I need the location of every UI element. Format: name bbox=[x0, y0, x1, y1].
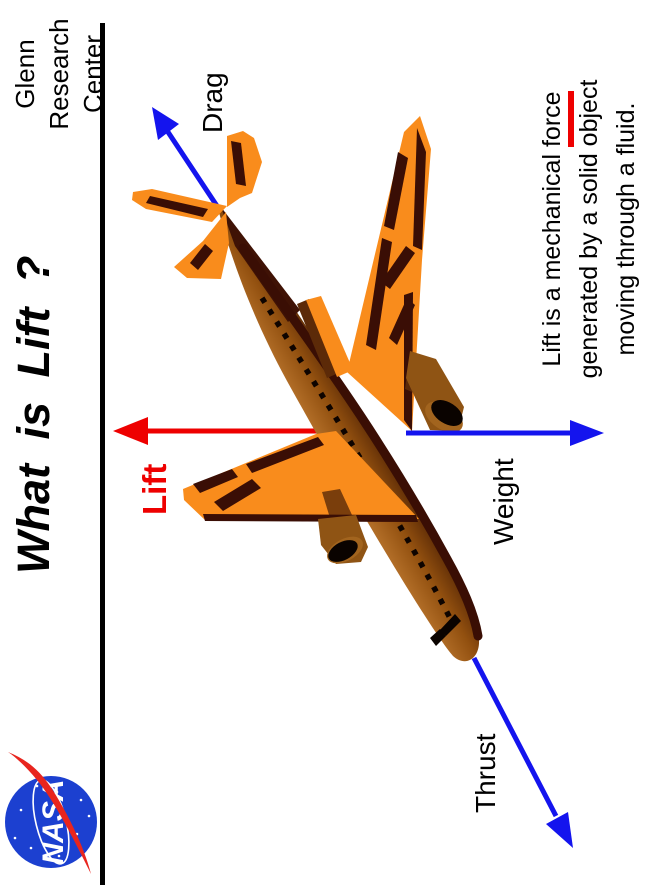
left-engine-inlet bbox=[328, 540, 358, 562]
nasa-logo: NASA bbox=[5, 752, 97, 874]
nasa-logo-stars bbox=[13, 784, 91, 858]
weight-arrow bbox=[406, 420, 604, 446]
drag-arrow bbox=[152, 107, 220, 208]
drag-arrow-line bbox=[163, 127, 220, 208]
tail-assembly bbox=[132, 131, 262, 279]
drag-arrowhead bbox=[152, 107, 179, 140]
left-wing-stripe-2 bbox=[246, 437, 324, 473]
vertical-fin-stripe bbox=[231, 141, 246, 186]
right-engine bbox=[405, 351, 464, 433]
nasa-logo-sphere bbox=[5, 776, 97, 868]
right-wing-stripe-1 bbox=[384, 152, 408, 230]
left-wing-stripe-1 bbox=[193, 469, 238, 493]
wing-root-fairing bbox=[306, 296, 353, 377]
lower-stabilizer bbox=[174, 212, 229, 279]
lower-stabilizer-stripe bbox=[190, 244, 213, 270]
divider-line bbox=[100, 23, 105, 885]
cockpit-windows bbox=[430, 614, 461, 646]
left-engine bbox=[318, 515, 368, 564]
left-wing-mark bbox=[214, 479, 261, 511]
left-wing bbox=[183, 431, 419, 522]
left-stabilizer-stripe bbox=[146, 196, 208, 217]
right-wing-stripe-2 bbox=[366, 238, 392, 350]
thrust-arrow-line bbox=[471, 656, 559, 818]
weight-arrowhead bbox=[570, 420, 604, 446]
right-wing-mark-b bbox=[389, 298, 415, 345]
lift-arrow bbox=[113, 417, 330, 445]
left-wing-trailing-stripe bbox=[203, 514, 418, 522]
fuselage bbox=[217, 204, 483, 662]
right-engine-inlet bbox=[431, 400, 463, 426]
right-wing-mark-a bbox=[381, 246, 415, 289]
thrust-arrowhead bbox=[546, 812, 573, 848]
cockpit-window-1 bbox=[440, 614, 461, 636]
fuselage-body bbox=[217, 204, 480, 662]
cockpit-window-2 bbox=[430, 629, 446, 646]
fuselage-belly-stripe bbox=[238, 243, 483, 641]
left-engine-pylon bbox=[322, 489, 352, 518]
right-wing-tip-stripe bbox=[413, 128, 426, 250]
lift-arrowhead bbox=[113, 417, 148, 445]
thrust-arrow bbox=[471, 656, 573, 848]
window-dash-line bbox=[259, 296, 455, 624]
